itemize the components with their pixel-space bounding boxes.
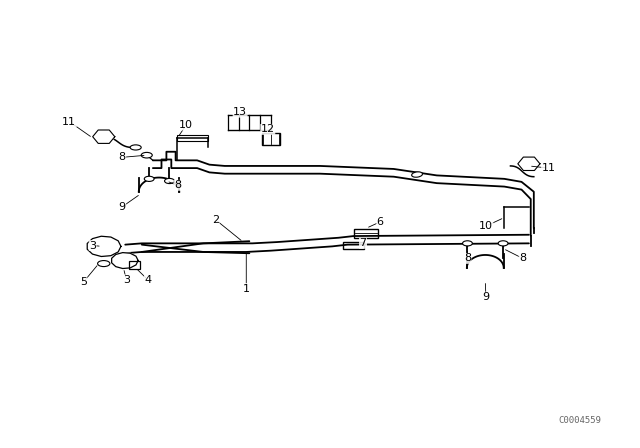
Ellipse shape xyxy=(144,176,154,181)
Bar xyxy=(129,261,140,269)
Text: 11: 11 xyxy=(541,163,556,173)
Text: 8: 8 xyxy=(174,180,181,190)
Text: 8: 8 xyxy=(519,254,526,263)
Bar xyxy=(343,241,364,250)
Ellipse shape xyxy=(412,172,422,177)
Text: 12: 12 xyxy=(260,125,275,134)
Bar xyxy=(354,229,378,238)
Ellipse shape xyxy=(463,241,472,246)
Text: 8: 8 xyxy=(464,254,471,263)
Text: 11: 11 xyxy=(62,116,76,127)
Polygon shape xyxy=(518,157,540,171)
Text: 8: 8 xyxy=(118,152,125,162)
Text: 4: 4 xyxy=(145,275,152,285)
Ellipse shape xyxy=(498,241,508,246)
Text: 6: 6 xyxy=(377,217,384,227)
Polygon shape xyxy=(93,130,115,143)
Ellipse shape xyxy=(130,145,141,150)
Bar xyxy=(177,135,208,141)
Polygon shape xyxy=(87,236,121,257)
Polygon shape xyxy=(111,253,138,268)
Ellipse shape xyxy=(97,261,110,267)
Text: 7: 7 xyxy=(360,238,367,248)
Text: C0004559: C0004559 xyxy=(558,416,602,425)
Text: 1: 1 xyxy=(243,284,250,293)
Text: 5: 5 xyxy=(80,277,87,287)
Text: 10: 10 xyxy=(479,221,493,231)
Bar xyxy=(262,133,280,145)
Text: 13: 13 xyxy=(233,107,247,117)
Text: 2: 2 xyxy=(212,215,219,225)
Text: 3: 3 xyxy=(123,275,130,285)
Ellipse shape xyxy=(164,178,174,184)
Text: 10: 10 xyxy=(179,120,193,130)
Text: 3: 3 xyxy=(89,241,96,250)
Text: 9: 9 xyxy=(483,292,490,302)
Text: 9: 9 xyxy=(118,202,125,212)
Ellipse shape xyxy=(141,152,152,158)
